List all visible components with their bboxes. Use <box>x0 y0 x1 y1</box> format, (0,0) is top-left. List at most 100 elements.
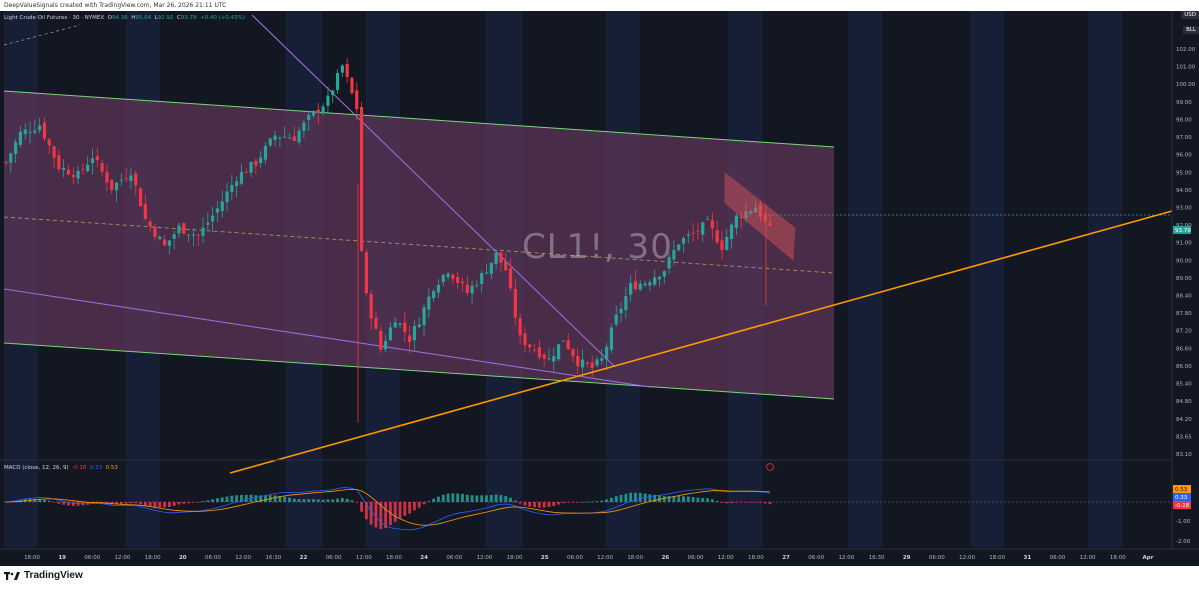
macd-histogram-bar <box>576 502 580 503</box>
macd-histogram-bar <box>437 496 440 502</box>
candle-body <box>720 240 724 251</box>
candle-body <box>86 164 90 172</box>
time-axis-label: 29 <box>903 555 911 561</box>
purple-lower-line <box>3 288 651 388</box>
price-axis-label: 98.00 <box>1176 117 1192 123</box>
candle-body <box>215 208 220 213</box>
price-chart-svg[interactable]: 102.00 101.00 100.00 99.00 98.00 97.00 96.00 95… <box>0 11 1199 566</box>
candle-body <box>427 296 431 310</box>
candle-body <box>268 138 272 146</box>
price-axis-label: 99.00 <box>1176 100 1192 106</box>
candle-body <box>244 171 248 173</box>
session-band <box>970 11 1004 547</box>
macd-histogram-bar <box>624 493 628 502</box>
candle-body <box>172 234 176 239</box>
time-axis-label: 06:00 <box>1050 555 1066 561</box>
macd-histogram-bar <box>278 495 282 502</box>
macd-histogram-bar <box>686 496 690 502</box>
macd-histogram-bar <box>196 502 200 503</box>
candle-body <box>311 110 316 116</box>
time-axis-label: 24 <box>420 555 428 561</box>
candle-body <box>470 285 474 294</box>
candle-body <box>364 252 368 294</box>
macd-legend: MACD (close, 12, 26, 9) -0.18 0.33 0.53 <box>4 465 118 471</box>
candle-body <box>729 224 734 240</box>
macd-histogram-bar <box>451 493 455 502</box>
macd-histogram-bar <box>71 502 75 506</box>
macd-histogram-bar <box>763 502 767 504</box>
candle-body <box>162 239 167 246</box>
time-axis-label: 27 <box>782 555 790 561</box>
macd-histogram-bar <box>725 502 729 504</box>
price-axis-label: 89.00 <box>1176 276 1192 282</box>
macd-histogram-bar <box>662 496 666 502</box>
time-axis[interactable] <box>0 549 1199 566</box>
candle-body <box>4 162 8 164</box>
price-axis-label: 94.00 <box>1176 188 1192 194</box>
macd-histogram-bar <box>283 496 287 502</box>
candle-body <box>38 125 42 131</box>
candle-body <box>105 172 109 183</box>
legend-open: 94.36 <box>111 15 128 21</box>
macd-histogram-bar <box>749 502 753 503</box>
macd-histogram-bar <box>744 502 748 503</box>
candle-body <box>153 226 157 237</box>
macd-histogram-bar <box>600 500 604 502</box>
unit-tag[interactable]: BLL <box>1183 26 1199 34</box>
legend-change: +0.40 (+0.43%) <box>200 15 246 21</box>
candle-body <box>542 354 546 359</box>
candle-body <box>278 137 282 139</box>
macd-histogram-bar <box>4 502 8 503</box>
time-axis-label: 19 <box>58 555 66 561</box>
candle-body <box>182 223 186 234</box>
candle-body <box>657 276 662 280</box>
price-axis-label: 87.20 <box>1176 329 1192 335</box>
macd-histogram-bar <box>331 499 335 502</box>
chart-frame[interactable]: 102.00 101.00 100.00 99.00 98.00 97.00 96.00 95… <box>0 11 1199 566</box>
macd-histogram-bar <box>461 493 464 502</box>
macd-histogram-bar <box>389 502 392 526</box>
candle-body <box>191 234 195 236</box>
time-axis-label: 18:00 <box>1110 555 1126 561</box>
macd-histogram-bar <box>706 498 709 502</box>
price-axis[interactable] <box>1172 11 1199 566</box>
candle-body <box>412 325 417 341</box>
candle-body <box>513 288 517 318</box>
candle-body <box>725 236 729 250</box>
macd-histogram-bar <box>273 495 277 502</box>
macd-histogram-bar <box>730 502 733 504</box>
currency-tag[interactable]: USD <box>1181 11 1199 19</box>
candle-body <box>393 322 397 328</box>
macd-histogram-bar <box>292 498 296 502</box>
candle-body <box>167 240 171 246</box>
candle-body <box>57 155 61 170</box>
candle-body <box>667 257 671 269</box>
symbol-legend: Light Crude Oil Futures · 30 · NYMEX O94… <box>4 15 246 21</box>
macd-histogram-bar <box>47 500 51 502</box>
time-axis-label: 06:00 <box>567 555 583 561</box>
macd-histogram-bar <box>254 495 258 502</box>
macd-histogram-bar <box>446 493 450 502</box>
macd-histogram-bar <box>38 498 42 502</box>
time-axis-label: 12:00 <box>718 555 734 561</box>
candle-body <box>436 284 441 293</box>
candle-body <box>504 261 508 271</box>
candle-body <box>686 234 690 236</box>
tradingview-logo-icon <box>4 571 20 580</box>
price-axis-label: 83.65 <box>1176 434 1192 440</box>
macd-histogram-bar <box>220 497 224 502</box>
chart-event-marker-icon[interactable] <box>766 463 774 471</box>
price-axis-label: 95.00 <box>1176 170 1192 176</box>
candle-body <box>758 204 762 217</box>
candle-body <box>451 274 455 279</box>
macd-histogram-bar <box>417 502 421 508</box>
macd-histogram-bar <box>710 499 714 502</box>
session-band <box>848 11 882 547</box>
candle-body <box>345 64 349 78</box>
candle-body <box>537 347 541 358</box>
macd-histogram-bar <box>509 497 512 502</box>
candle-body <box>441 274 445 283</box>
candle-body <box>42 122 47 139</box>
macd-histogram-bar <box>720 502 724 503</box>
candle-body <box>129 175 133 181</box>
